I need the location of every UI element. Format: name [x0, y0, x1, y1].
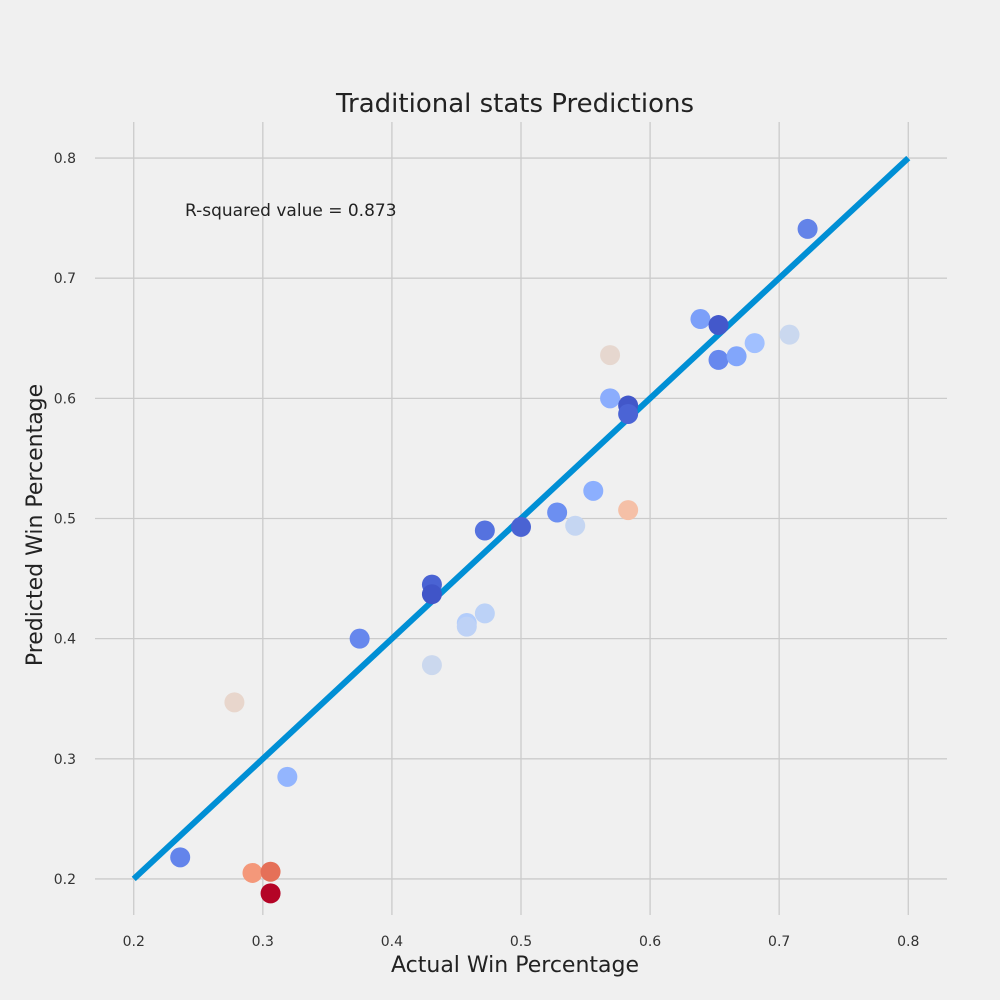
y-tick-label: 0.5	[54, 512, 76, 528]
y-tick-label: 0.3	[54, 752, 76, 768]
x-tick-label: 0.6	[639, 934, 661, 950]
x-tick-label: 0.5	[510, 934, 532, 950]
r-squared-annotation: R-squared value = 0.873	[185, 201, 397, 221]
x-tick-label: 0.3	[252, 934, 274, 950]
data-point	[260, 883, 281, 904]
x-tick-label: 0.7	[768, 934, 790, 950]
data-point	[456, 616, 477, 637]
data-point	[565, 515, 586, 536]
data-point	[744, 333, 765, 354]
x-tick-label: 0.8	[897, 934, 919, 950]
data-point	[511, 516, 531, 537]
data-point	[224, 692, 245, 713]
data-point	[242, 862, 263, 883]
x-axis-label: Actual Win Percentage	[391, 953, 639, 978]
data-point	[708, 349, 729, 370]
data-point	[349, 628, 370, 649]
y-tick-label: 0.8	[54, 151, 76, 167]
y-tick-label: 0.2	[54, 872, 76, 888]
data-point	[779, 324, 800, 345]
tick-labels: 0.2 0.3 0.4 0.5 0.6 0.7 0.8 0.2 0.3 0.4 0.5 0.6 0.7 0…	[54, 151, 920, 950]
chart-title: Traditional stats Predictions	[335, 89, 694, 119]
data-point	[547, 502, 568, 523]
data-point	[600, 345, 621, 366]
x-tick-label: 0.4	[381, 934, 403, 950]
data-points	[170, 218, 818, 904]
data-point	[600, 388, 621, 409]
data-point	[618, 500, 639, 521]
grid	[95, 122, 947, 915]
data-point	[690, 309, 711, 330]
data-point	[474, 603, 495, 624]
data-point	[260, 861, 281, 882]
data-point	[170, 847, 191, 868]
y-tick-label: 0.4	[54, 632, 76, 648]
y-tick-label: 0.6	[54, 391, 76, 407]
data-point	[277, 766, 298, 787]
data-point	[421, 655, 442, 676]
data-point	[583, 480, 604, 501]
data-point	[726, 346, 747, 367]
data-point	[421, 584, 442, 605]
data-point	[618, 403, 639, 424]
data-point	[474, 520, 495, 541]
x-tick-label: 0.2	[123, 934, 145, 950]
y-axis-label: Predicted Win Percentage	[23, 384, 48, 666]
data-point	[708, 315, 729, 336]
y-tick-label: 0.7	[54, 271, 76, 287]
data-point	[797, 218, 818, 239]
